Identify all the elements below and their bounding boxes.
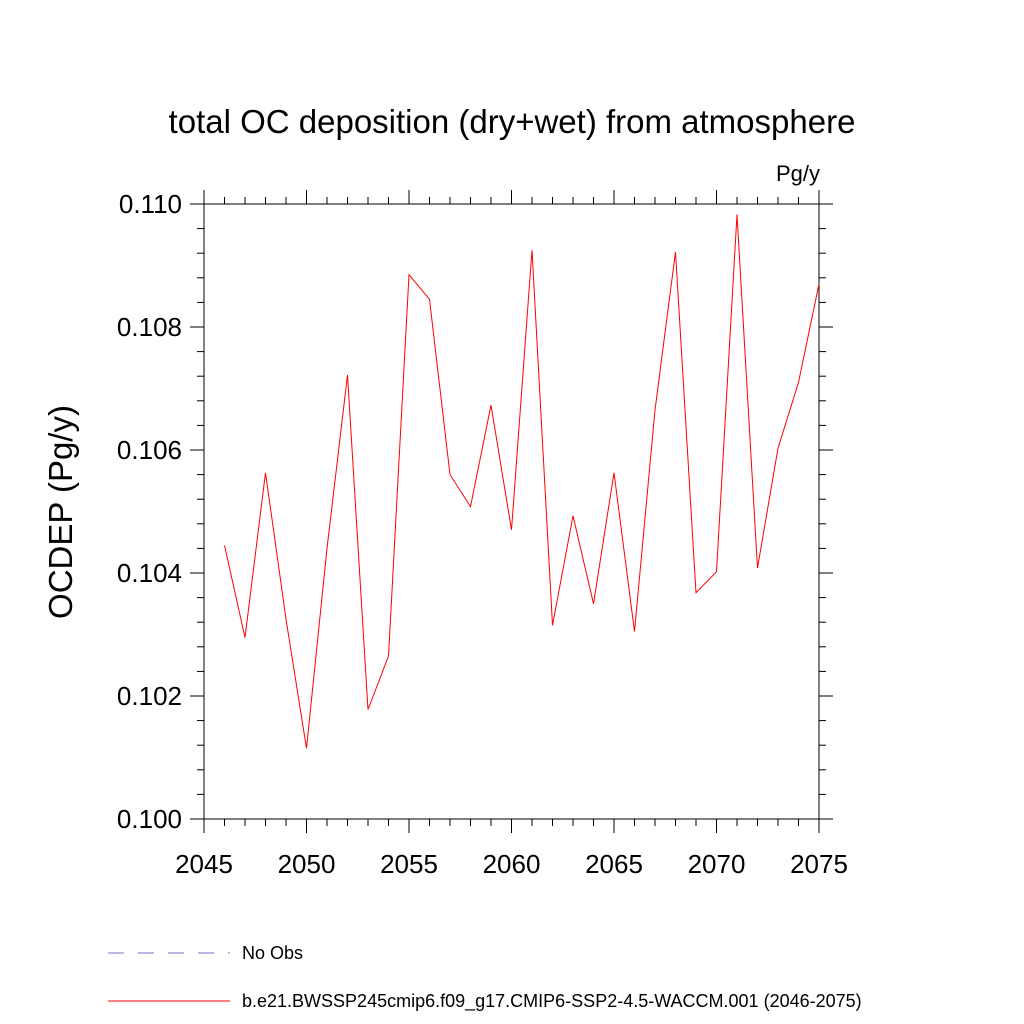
- x-tick-label: 2045: [175, 849, 233, 879]
- legend: No Obs b.e21.BWSSP245cmip6.f09_g17.CMIP6…: [108, 943, 862, 1012]
- y-tick-label: 0.110: [119, 189, 182, 219]
- x-tick-label: 2055: [380, 849, 438, 879]
- x-ticks: 2045 2050 2055 2060 2065 2070 2075: [175, 190, 848, 879]
- series-layer: [224, 214, 820, 749]
- x-tick-label: 2075: [790, 849, 848, 879]
- y-tick-label: 0.104: [117, 558, 182, 588]
- plot-frame: [203, 203, 820, 820]
- y-tick-label: 0.100: [117, 804, 182, 834]
- plot-area: 2045 2050 2055 2060 2065 2070 2075 0.1000.1020…: [117, 189, 848, 879]
- x-tick-label: 2060: [483, 849, 541, 879]
- legend-label-no-obs: No Obs: [242, 943, 303, 963]
- y-tick-label: 0.108: [117, 312, 182, 342]
- series-line: [224, 214, 820, 749]
- x-tick-label: 2065: [585, 849, 643, 879]
- x-tick-label: 2070: [688, 849, 746, 879]
- legend-label-series: b.e21.BWSSP245cmip6.f09_g17.CMIP6-SSP2-4…: [242, 991, 862, 1012]
- chart-title: total OC deposition (dry+wet) from atmos…: [169, 103, 856, 140]
- y-axis-label: OCDEP (Pg/y): [42, 405, 79, 619]
- y-tick-label: 0.106: [117, 435, 182, 465]
- y-tick-label: 0.102: [117, 681, 182, 711]
- units-label: Pg/y: [776, 161, 820, 186]
- x-tick-label: 2050: [278, 849, 336, 879]
- y-ticks: 0.100 0.102 0.104 0.106 0.108 0.110: [117, 189, 833, 834]
